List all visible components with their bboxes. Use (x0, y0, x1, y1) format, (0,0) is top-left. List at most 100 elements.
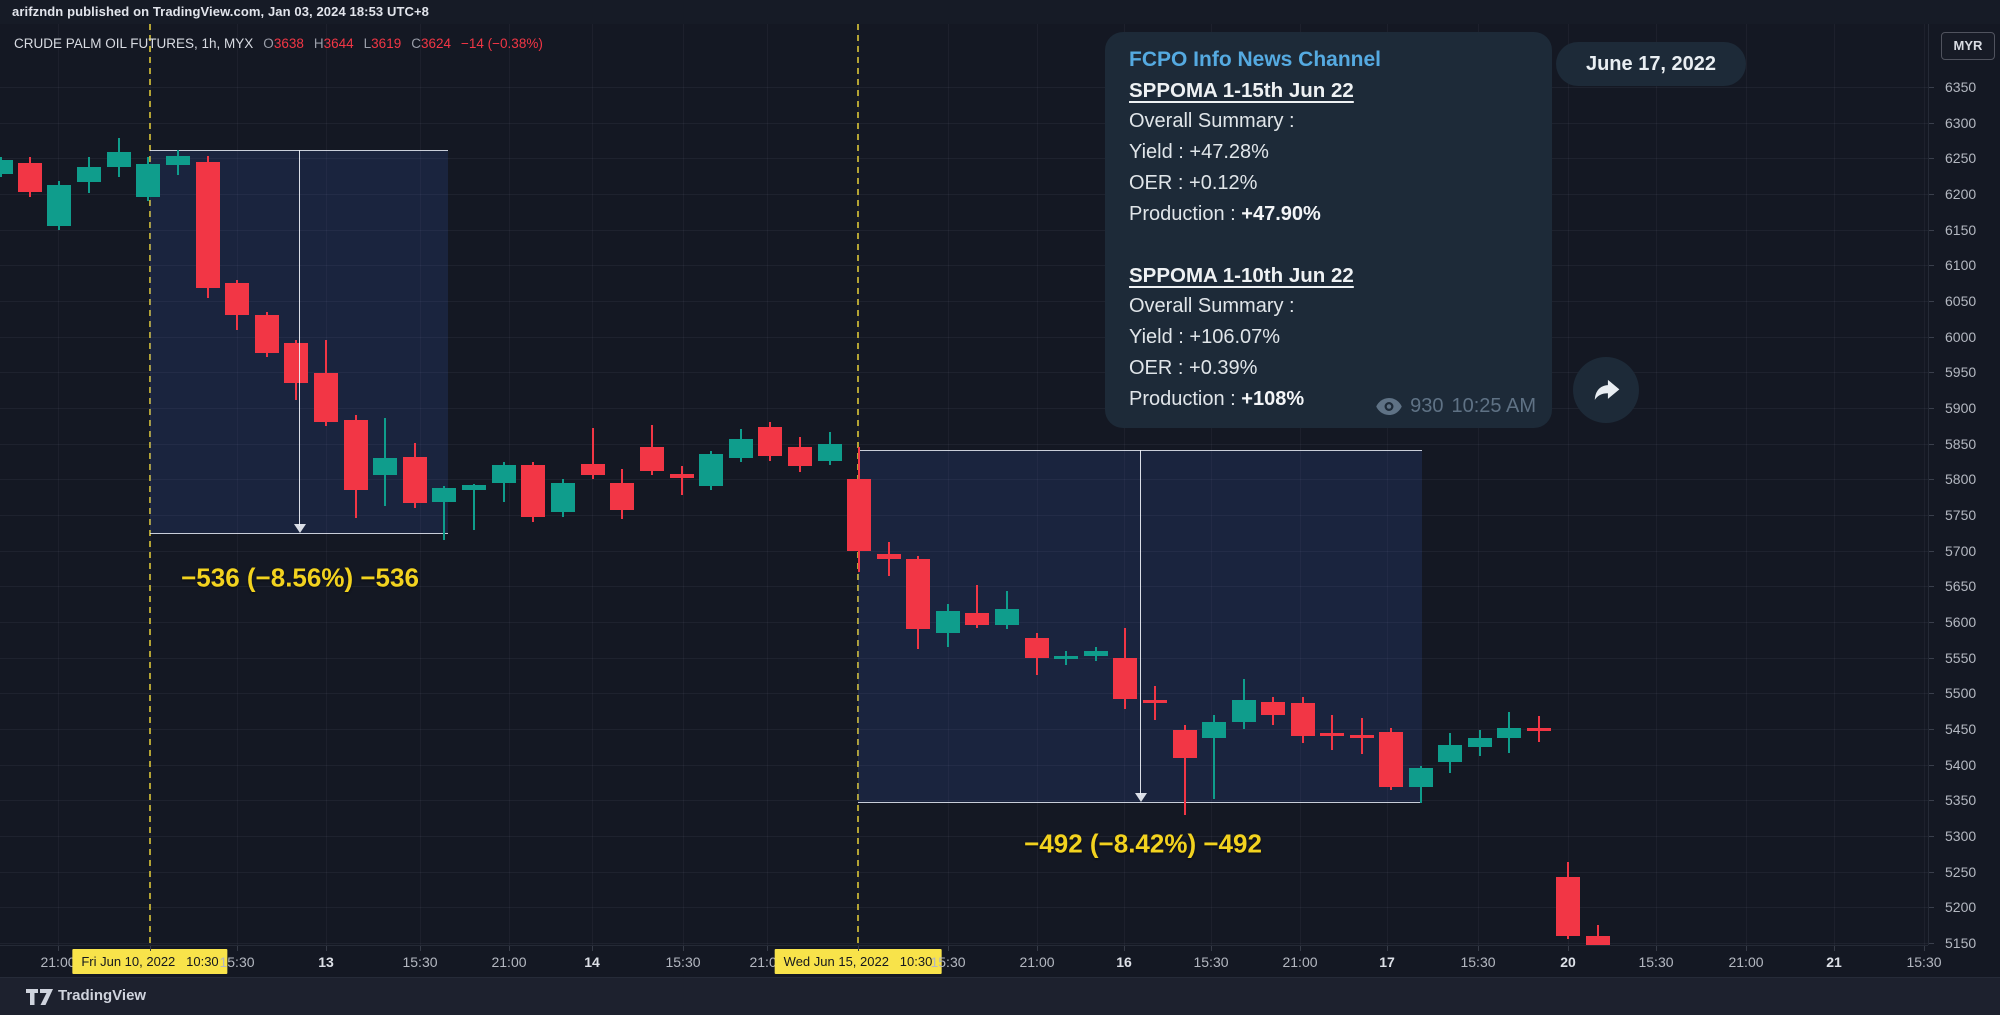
time-gridline (1037, 24, 1038, 945)
time-tick-label: 16 (1116, 954, 1132, 970)
measure-arrow-line (299, 149, 300, 526)
time-tick-label: 21:00 (1282, 954, 1318, 970)
time-tick-mark (1478, 946, 1479, 951)
price-tick-mark (1929, 764, 1934, 766)
candle-body (788, 447, 812, 467)
currency-button[interactable]: MYR (1941, 32, 1995, 60)
price-tick-label: 5650 (1945, 578, 1977, 595)
price-tick-label: 6200 (1945, 186, 1977, 202)
candle-body (1497, 728, 1521, 739)
price-tick-label: 5450 (1945, 721, 1977, 737)
candle-body (1025, 637, 1049, 658)
time-tick-label: 15:30 (1460, 954, 1496, 970)
candle-wick (1213, 714, 1215, 799)
candle-body (729, 439, 753, 458)
time-gridline (592, 24, 593, 945)
low-value: 3619 (371, 36, 402, 51)
candle-body (670, 473, 694, 478)
report-heading-2: SPPOMA 1-10th Jun 22 (1129, 264, 1354, 287)
candle-body (1350, 734, 1374, 738)
production-line: Production : +47.90% (1129, 203, 1321, 225)
price-tick-mark (1929, 372, 1934, 374)
price-tick-mark (1929, 229, 1934, 231)
price-tick-mark (1929, 729, 1934, 730)
candle-wick (976, 584, 978, 628)
price-tick-label: 5200 (1945, 899, 1977, 916)
price-gridline (0, 443, 1928, 445)
time-tick-mark (1037, 946, 1038, 951)
time-tick-mark (509, 946, 510, 951)
candle-body (1468, 738, 1492, 747)
tradingview-logo-icon[interactable] (26, 988, 54, 1006)
price-tick-mark (1929, 443, 1934, 445)
price-tick-mark (1929, 871, 1934, 873)
candle-body (965, 613, 989, 625)
price-tick-label: 5600 (1945, 614, 1977, 630)
time-gridline (767, 24, 768, 945)
message-meta: 930 10:25 AM (1376, 395, 1536, 418)
tradingview-brand-text[interactable]: TradingView (58, 987, 147, 1004)
oer-line: OER : +0.12% (1129, 172, 1258, 194)
price-gridline (0, 693, 1928, 695)
time-tick-mark (1387, 946, 1388, 951)
candle-body (1054, 655, 1078, 660)
time-gridline (58, 24, 59, 945)
time-axis[interactable]: 21:00 Fri Jun 10, 2022 10:30 15:30 13 15:30 2… (0, 945, 1942, 978)
time-gridline (1568, 24, 1569, 945)
measure-label: −536 (−8.56%) −536 (181, 562, 419, 593)
price-gridline (0, 764, 1928, 766)
symbol-title: CRUDE PALM OIL FUTURES, 1h, MYX (14, 36, 254, 51)
candle-body (47, 184, 71, 227)
price-gridline (0, 336, 1928, 338)
price-tick-mark (1929, 515, 1934, 516)
price-tick-label: 5700 (1945, 542, 1977, 559)
price-tick-label: 6000 (1945, 328, 1977, 345)
price-gridline (0, 408, 1928, 409)
time-tick-mark (1124, 946, 1125, 951)
price-tick-mark (1929, 836, 1934, 837)
price-gridline (0, 550, 1928, 552)
price-tick-label: 6100 (1945, 257, 1977, 274)
time-tick-label: 21:00 (491, 954, 527, 970)
chart-pane[interactable]: −536 (−8.56%) −536 −492 (−8.42%) −492 (0, 24, 1928, 945)
published-header-bar: arifzndn published on TradingView.com, J… (0, 0, 2000, 24)
price-tick-mark (1929, 693, 1934, 695)
price-axis[interactable]: MYR 6350 6300 6250 6200 6150 6100 6050 6000 5950… (1928, 24, 2000, 951)
price-tick-label: 5950 (1945, 364, 1977, 381)
time-tick-label: 14 (584, 954, 600, 970)
price-gridline (0, 836, 1928, 837)
candle-body (344, 420, 368, 491)
share-button[interactable] (1573, 357, 1639, 423)
price-tick-label: 5400 (1945, 756, 1977, 773)
symbol-legend[interactable]: CRUDE PALM OIL FUTURES, 1h, MYX O3638 H364… (14, 36, 543, 51)
time-tick-mark (1656, 946, 1657, 951)
candle-body (699, 454, 723, 487)
time-tick-mark (948, 946, 949, 951)
candle-body (403, 457, 427, 503)
message-time: 10:25 AM (1451, 395, 1536, 417)
time-tick-label: 21:00 (1728, 954, 1764, 970)
channel-title[interactable]: FCPO Info News Channel (1129, 48, 1382, 71)
price-tick-label: 5800 (1945, 471, 1977, 488)
candle-body (610, 482, 634, 510)
time-gridline (1387, 24, 1388, 945)
candle-body (551, 482, 575, 513)
price-gridline (0, 301, 1928, 302)
published-attribution-text: arifzndn published on TradingView.com, J… (12, 4, 430, 19)
price-gridline (0, 229, 1928, 231)
high-label: H (313, 36, 324, 51)
price-gridline (0, 586, 1928, 588)
time-tick-mark (1924, 946, 1925, 951)
date-separator-pill: June 17, 2022 (1556, 42, 1746, 86)
time-tick-mark (1211, 946, 1212, 951)
time-tick-mark (767, 946, 768, 951)
low-label: L (363, 36, 372, 51)
price-tick-mark (1929, 479, 1934, 481)
candle-body (1084, 650, 1108, 656)
candle-body (1232, 700, 1256, 722)
candle-body (1527, 727, 1551, 731)
measure-arrow-line (1140, 450, 1141, 796)
telegram-message-content: FCPO Info News Channel SPPOMA 1-15th Jun… (1129, 44, 1532, 415)
time-tick-mark (150, 946, 151, 951)
candle-wick (473, 483, 475, 530)
